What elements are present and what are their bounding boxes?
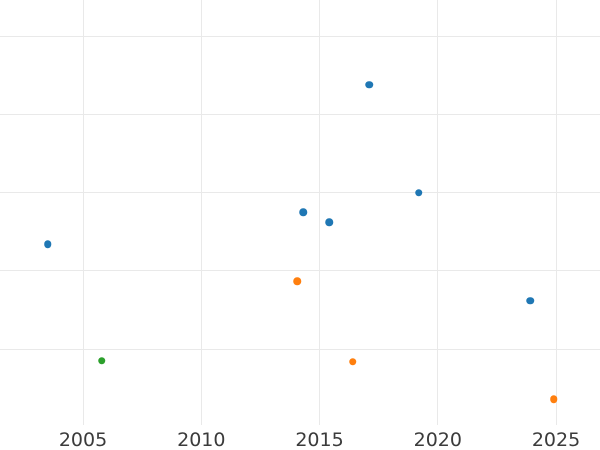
vertical-gridline: [200, 0, 202, 425]
x-axis-tick-label: 2015: [295, 429, 344, 450]
x-axis-tick-label: 2020: [413, 429, 462, 450]
blue-series-point: [415, 188, 423, 197]
vertical-gridline: [555, 0, 557, 425]
plot-area: [0, 0, 600, 425]
vertical-gridline: [437, 0, 439, 425]
orange-series-point: [293, 277, 301, 285]
orange-series-point: [348, 357, 357, 366]
vertical-gridline: [82, 0, 84, 425]
blue-series-point: [365, 80, 373, 89]
horizontal-gridline: [0, 192, 600, 193]
blue-series-point: [299, 208, 307, 216]
green-series-point: [98, 357, 106, 365]
blue-series-point: [526, 296, 534, 305]
x-axis-tick-label: 2025: [531, 429, 581, 450]
horizontal-gridline: [0, 35, 600, 37]
blue-series-point: [43, 240, 52, 248]
orange-series-point: [549, 395, 558, 403]
horizontal-gridline: [0, 348, 600, 350]
vertical-gridline: [319, 0, 320, 425]
x-axis-tick-label: 2010: [177, 429, 226, 450]
horizontal-gridline: [0, 113, 600, 115]
x-axis-tick-label: 2005: [58, 429, 108, 450]
blue-series-point: [325, 218, 333, 227]
horizontal-gridline: [0, 270, 600, 272]
